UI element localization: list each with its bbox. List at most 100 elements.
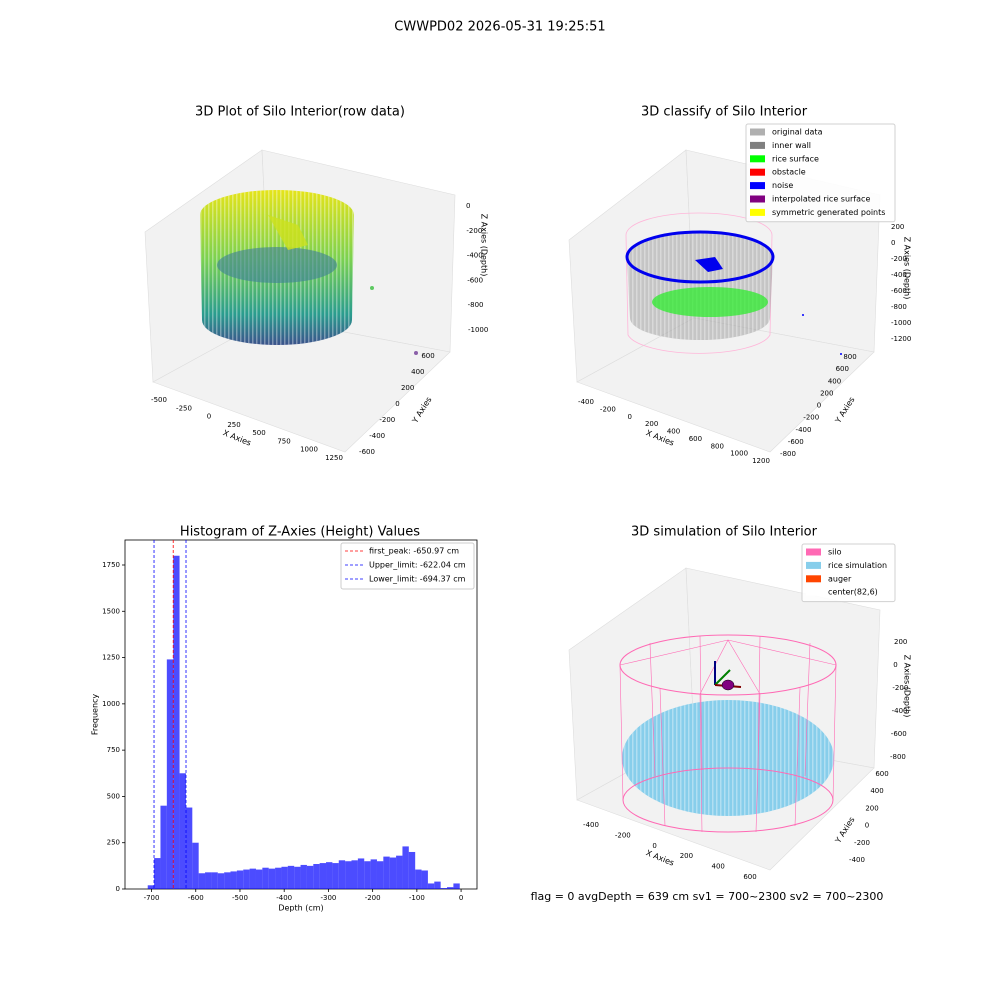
y-axis-label: Y Axies [833,395,857,425]
y-tick-label: 0 [395,400,399,408]
bar [179,773,186,889]
bar [287,865,295,889]
z-tick-label: -200 [892,684,908,692]
x-tick-label: -500 [232,894,248,902]
x-tick-label: -700 [144,894,160,902]
y-tick-label: 1000 [102,700,120,708]
x-tick-label: 1200 [752,457,770,465]
bar [236,870,244,889]
bar [326,862,333,889]
legend-swatch [750,141,765,149]
x-tick-label: -200 [365,894,381,902]
z-tick-label: -200 [891,255,907,263]
y-tick-label: 0 [865,822,869,830]
bar [268,868,276,889]
y-tick-label: 1750 [102,561,120,569]
legend-label: rice simulation [828,561,887,570]
bar [434,881,441,889]
legend-swatch [750,182,765,190]
x-tick-label: 400 [712,863,725,871]
y-tick-label: 0 [116,885,120,893]
bar [281,866,288,889]
legend-swatch [750,155,765,163]
x-tick-label: -300 [320,894,336,902]
z-tick-label: -400 [891,271,907,279]
y-tick-label: 750 [107,746,120,754]
legend-label: noise [772,181,793,190]
y-tick-label: -400 [796,426,812,434]
z-axis-label: Z Axies (Depth) [480,214,489,277]
bar [421,870,428,889]
y-tick-label: 400 [870,787,883,795]
x-tick-label: 200 [680,852,693,860]
y-tick-label: 200 [865,804,878,812]
bar [173,555,180,889]
bar [224,872,231,889]
bar [198,873,206,889]
x-tick-label: -200 [615,831,631,839]
y-tick-label: 600 [875,770,888,778]
bar [427,883,435,889]
bar [300,864,307,889]
x-tick-label: 1000 [730,450,748,458]
z-tick-label: -1000 [468,326,488,334]
legend-label: obstacle [772,168,806,177]
y-tick-label: -200 [379,416,395,424]
y-axis-label: Frequency [91,694,100,736]
y-tick-label: 800 [843,353,856,361]
point-cloud [625,212,842,355]
z-tick-label: -800 [468,301,484,309]
x-axis-label: Depth (cm) [278,904,323,913]
legend-label: first_peak: -650.97 cm [369,547,459,556]
legend-box [745,123,896,223]
z-axis-label: Z Axies (Depth) [903,655,912,718]
y-tick-label: -400 [849,856,865,864]
bar [185,807,193,889]
bar [402,846,409,889]
z-tick-label: -600 [467,276,483,284]
x-axis-label: X Axies [645,848,676,867]
x-tick-label: -400 [578,398,594,406]
bar [447,887,454,889]
y-axis-label: Y Axies [833,815,857,845]
suptitle: CWWPD02 2026-05-31 19:25:51 [394,20,605,35]
z-tick-label: 0 [891,239,895,247]
x-tick-label: 750 [277,437,290,445]
legend-label: interpolated rice surface [772,195,870,204]
bar [230,871,237,889]
z-axis-label: Z Axies (Depth) [903,237,912,300]
point-cloud [200,190,418,355]
bar [453,883,460,889]
y-tick-label: -400 [369,432,385,440]
z-tick-label: -400 [892,707,908,715]
z-tick-label: -800 [890,753,906,761]
legend-label: rice surface [772,154,819,163]
bar [147,885,155,889]
chart-title: 3D classify of Silo Interior [641,105,808,120]
y-tick-label: 200 [401,384,414,392]
bar [294,866,301,889]
legend-label: inner wall [772,141,811,150]
x-tick-label: -400 [583,821,599,829]
chart-title: 3D Plot of Silo Interior(row data) [195,105,405,120]
x-axis-label: X Axies [222,428,253,447]
y-tick-label: 0 [817,402,821,410]
bar [192,842,199,889]
legend-label: Upper_limit: -622.04 cm [369,561,466,570]
legend-swatch [750,208,765,216]
x-tick-label: -200 [600,405,616,413]
bar [332,863,339,889]
x-tick-label: -400 [276,894,292,902]
legend-label: center(82,6) [828,588,878,597]
x-tick-label: 250 [227,421,240,429]
legend-swatch [806,588,821,596]
y-tick-label: -800 [780,450,796,458]
x-tick-label: 0 [207,413,211,421]
bar [275,867,282,889]
x-tick-label: 0 [459,894,463,902]
x-tick-label: 0 [652,842,656,850]
z-tick-label: 0 [893,661,897,669]
z-tick-label: -400 [467,252,483,260]
status-text: flag = 0 avgDepth = 639 cm sv1 = 700~230… [531,890,884,903]
